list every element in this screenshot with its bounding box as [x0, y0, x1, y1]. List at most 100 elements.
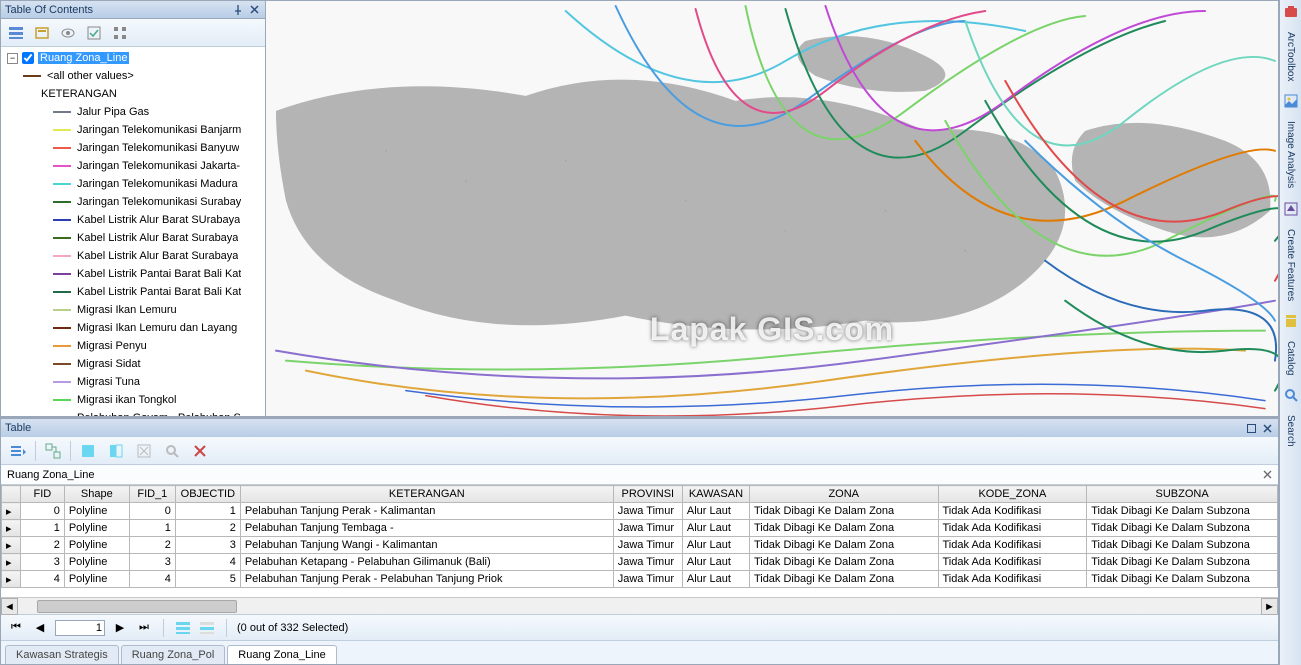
cell[interactable]: Pelabuhan Tanjung Perak - Pelabuhan Tanj… [240, 571, 613, 588]
row-selector[interactable]: ▸ [2, 520, 21, 537]
cell[interactable]: 1 [20, 520, 64, 537]
cell[interactable]: Tidak Ada Kodifikasi [938, 537, 1087, 554]
close-icon[interactable] [247, 3, 261, 17]
cell[interactable]: Tidak Dibagi Ke Dalam Zona [749, 503, 938, 520]
column-header[interactable]: ZONA [749, 486, 938, 503]
cell[interactable]: Alur Laut [682, 571, 749, 588]
cell[interactable]: 0 [20, 503, 64, 520]
side-tab-image-analysis[interactable]: Image Analysis [1283, 115, 1298, 194]
scroll-left-icon[interactable]: ◄ [1, 598, 18, 615]
cell[interactable]: Alur Laut [682, 537, 749, 554]
column-header[interactable]: KODE_ZONA [938, 486, 1087, 503]
zoom-selected-icon[interactable] [161, 440, 183, 462]
show-all-icon[interactable] [174, 619, 192, 637]
row-selector[interactable]: ▸ [2, 571, 21, 588]
tree-symbol-row[interactable]: Kabel Listrik Pantai Barat Bali Kat [7, 265, 265, 283]
row-selector[interactable]: ▸ [2, 554, 21, 571]
delete-selected-icon[interactable] [189, 440, 211, 462]
tree-layer-row[interactable]: − Ruang Zona_Line [7, 49, 265, 67]
cell[interactable]: Tidak Ada Kodifikasi [938, 503, 1087, 520]
record-position-input[interactable] [55, 620, 105, 636]
side-tab-arctoolbox[interactable]: ArcToolbox [1283, 26, 1298, 87]
tree-symbol-row[interactable]: Migrasi Ikan Lemuru [7, 301, 265, 319]
collapse-icon[interactable]: − [7, 53, 18, 64]
tree-symbol-row[interactable]: Kabel Listrik Alur Barat Surabaya [7, 247, 265, 265]
prev-record-icon[interactable]: ◀ [31, 619, 49, 637]
cell[interactable]: Jawa Timur [613, 554, 682, 571]
cell[interactable]: Tidak Dibagi Ke Dalam Subzona [1087, 503, 1278, 520]
column-header[interactable]: PROVINSI [613, 486, 682, 503]
cell[interactable]: Jawa Timur [613, 537, 682, 554]
clear-selection-icon[interactable] [133, 440, 155, 462]
cell[interactable]: Tidak Dibagi Ke Dalam Subzona [1087, 537, 1278, 554]
side-tab-create-features[interactable]: Create Features [1283, 223, 1298, 307]
search-icon[interactable] [1283, 387, 1299, 403]
column-header[interactable]: KETERANGAN [240, 486, 613, 503]
maximize-icon[interactable] [1244, 421, 1258, 435]
table-row[interactable]: ▸3Polyline34Pelabuhan Ketapang - Pelabuh… [2, 554, 1278, 571]
cell[interactable]: Tidak Dibagi Ke Dalam Subzona [1087, 554, 1278, 571]
cell[interactable]: Jawa Timur [613, 520, 682, 537]
cell[interactable]: Polyline [64, 554, 129, 571]
column-header[interactable]: SUBZONA [1087, 486, 1278, 503]
cell[interactable]: Tidak Dibagi Ke Dalam Subzona [1087, 520, 1278, 537]
cell[interactable]: Pelabuhan Ketapang - Pelabuhan Gilimanuk… [240, 554, 613, 571]
show-selected-icon[interactable] [198, 619, 216, 637]
tree-symbol-row[interactable]: Jaringan Telekomunikasi Banyuw [7, 139, 265, 157]
column-header[interactable]: OBJECTID [175, 486, 240, 503]
cell[interactable]: Polyline [64, 537, 129, 554]
select-by-attr-icon[interactable] [77, 440, 99, 462]
cell[interactable]: Alur Laut [682, 503, 749, 520]
tree-symbol-row[interactable]: Migrasi Sidat [7, 355, 265, 373]
table-tab[interactable]: Kawasan Strategis [5, 645, 119, 664]
tree-symbol-row[interactable]: Jaringan Telekomunikasi Banjarm [7, 121, 265, 139]
cell[interactable]: Pelabuhan Tanjung Wangi - Kalimantan [240, 537, 613, 554]
tree-symbol-row[interactable]: Pelabuhan Gayam - Pelabuhan S [7, 409, 265, 416]
scroll-thumb[interactable] [37, 600, 237, 613]
column-header[interactable]: FID_1 [129, 486, 175, 503]
cell[interactable]: Tidak Ada Kodifikasi [938, 554, 1087, 571]
horizontal-scrollbar[interactable]: ◄ ► [1, 597, 1278, 614]
catalog-icon[interactable] [1283, 313, 1299, 329]
cell[interactable]: 4 [129, 571, 175, 588]
tree-symbol-row[interactable]: Kabel Listrik Alur Barat SUrabaya [7, 211, 265, 229]
table-options-icon[interactable] [7, 440, 29, 462]
tree-symbol-row[interactable]: Kabel Listrik Pantai Barat Bali Kat [7, 283, 265, 301]
tree-symbol-row[interactable]: Jaringan Telekomunikasi Madura [7, 175, 265, 193]
cell[interactable]: Alur Laut [682, 554, 749, 571]
image-analysis-icon[interactable] [1283, 93, 1299, 109]
cell[interactable]: 2 [129, 537, 175, 554]
list-by-selection-icon[interactable] [83, 22, 105, 44]
column-header[interactable]: Shape [64, 486, 129, 503]
cell[interactable]: Tidak Dibagi Ke Dalam Zona [749, 571, 938, 588]
cell[interactable]: 1 [175, 503, 240, 520]
last-record-icon[interactable]: ⏭ [135, 619, 153, 637]
arctoolbox-icon[interactable] [1283, 4, 1299, 20]
cell[interactable]: Tidak Dibagi Ke Dalam Subzona [1087, 571, 1278, 588]
options-icon[interactable] [109, 22, 131, 44]
map-view[interactable]: Lapak GIS.com [266, 0, 1279, 417]
cell[interactable]: 1 [129, 520, 175, 537]
scroll-right-icon[interactable]: ► [1261, 598, 1278, 615]
cell[interactable]: Pelabuhan Tanjung Perak - Kalimantan [240, 503, 613, 520]
close-icon[interactable] [1260, 421, 1274, 435]
create-features-icon[interactable] [1283, 201, 1299, 217]
tree-symbol-row[interactable]: Migrasi Tuna [7, 373, 265, 391]
side-tab-search[interactable]: Search [1283, 409, 1298, 453]
tree-symbol-row[interactable]: Migrasi ikan Tongkol [7, 391, 265, 409]
cell[interactable]: 0 [129, 503, 175, 520]
cell[interactable]: 3 [129, 554, 175, 571]
cell[interactable]: 5 [175, 571, 240, 588]
layer-name[interactable]: Ruang Zona_Line [38, 52, 129, 64]
table-row[interactable]: ▸4Polyline45Pelabuhan Tanjung Perak - Pe… [2, 571, 1278, 588]
cell[interactable]: Tidak Dibagi Ke Dalam Zona [749, 520, 938, 537]
next-record-icon[interactable]: ▶ [111, 619, 129, 637]
cell[interactable]: Tidak Ada Kodifikasi [938, 520, 1087, 537]
list-by-drawing-icon[interactable] [5, 22, 27, 44]
cell[interactable]: Polyline [64, 571, 129, 588]
tree-symbol-row[interactable]: Migrasi Penyu [7, 337, 265, 355]
column-header[interactable] [2, 486, 21, 503]
column-header[interactable]: KAWASAN [682, 486, 749, 503]
pin-icon[interactable] [231, 3, 245, 17]
related-tables-icon[interactable] [42, 440, 64, 462]
